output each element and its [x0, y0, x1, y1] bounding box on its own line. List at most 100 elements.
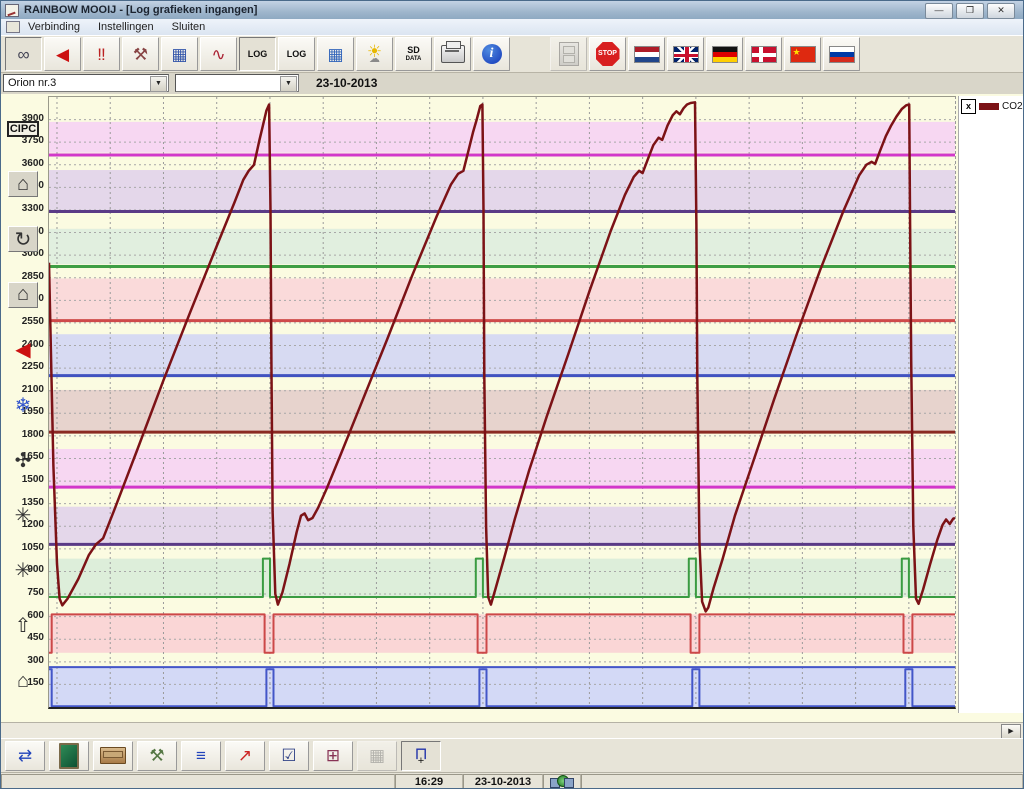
cipc-channel-label: CIPC [6, 121, 40, 137]
app-icon [5, 3, 19, 17]
connect-button[interactable]: ∞ [5, 37, 42, 71]
settings-tools-button[interactable]: ⚒ [137, 740, 177, 771]
threshold-band [49, 614, 955, 653]
window-title: RAINBOW MOOIJ - [Log grafieken ingangen] [24, 4, 258, 16]
trend-graph-icon: ↗ [237, 746, 253, 765]
step-plus-icon: ⊓ [414, 743, 428, 763]
maximize-button[interactable]: ❐ [956, 3, 984, 19]
weather-sun-cloud-icon: ☁ [369, 53, 380, 65]
y-tick-label: 900 [27, 564, 44, 576]
y-tick-label: 3000 [21, 248, 44, 260]
checklist-icon: ☑ [281, 746, 297, 765]
internal-fan-icon: ✳ [14, 504, 32, 527]
list-view-button[interactable]: ≡ [181, 740, 221, 771]
minimize-button[interactable]: — [925, 3, 953, 19]
secondary-select[interactable]: ▼ [175, 74, 299, 92]
stop-button[interactable]: STOP [589, 37, 626, 71]
multi-chart-icon: ⊞ [325, 746, 341, 765]
threshold-band [49, 448, 955, 487]
sd-data-button[interactable]: SD DATA [395, 37, 432, 71]
chevron-down-icon[interactable]: ▼ [150, 76, 167, 92]
graph-temps-button[interactable]: ∿ [200, 37, 237, 71]
status-time: 16:29 [395, 774, 463, 788]
transfer-button[interactable]: ⇄ [5, 740, 45, 771]
menu-item-instellingen[interactable]: Instellingen [98, 21, 154, 33]
flag-denmark-icon [750, 45, 777, 63]
step-signal-button[interactable]: ⊓ + [401, 740, 441, 771]
print-button[interactable] [434, 37, 471, 71]
menu-item-verbinding[interactable]: Verbinding [28, 21, 80, 33]
step-plus-icon: + [417, 754, 425, 767]
hatch-closed-icon: ⌂ [16, 669, 30, 692]
tools-icon: ⚒ [149, 746, 165, 765]
weather-button[interactable]: ☀ ☁ [356, 37, 393, 71]
trend-graph-button[interactable]: ↗ [225, 740, 265, 771]
bottom-toolbar: ⇄ ⚒ ≡ ↗ ☑ ⊞ ▦ ⊓ + [1, 738, 1023, 772]
language-cn-button[interactable]: ★ [784, 37, 821, 71]
y-tick-label: 3900 [21, 112, 44, 124]
unit-select[interactable]: Orion nr.3 ▼ [3, 74, 169, 92]
archive-box-button[interactable] [93, 740, 133, 771]
flag-russia-icon [828, 45, 855, 63]
graph-thermometer-icon: ∿ [211, 44, 226, 64]
unit-select-value: Orion nr.3 [8, 77, 57, 89]
y-tick-label: 2250 [21, 361, 44, 373]
calendar-temps-button[interactable]: ▦ [161, 37, 198, 71]
thermometer-panel-icon: ‼ [97, 44, 106, 64]
multi-chart-button[interactable]: ⊞ [313, 740, 353, 771]
threshold-band [49, 278, 955, 320]
language-dk-button[interactable] [745, 37, 782, 71]
y-tick-label: 600 [27, 609, 44, 621]
hatch-open-icon: ⇧ [14, 615, 32, 638]
y-tick-label: 2850 [21, 270, 44, 282]
scroll-right-button[interactable]: ▶ [1001, 724, 1021, 739]
grid-chart-button: ▦ [357, 740, 397, 771]
log-bars-icon: LOG [286, 48, 307, 59]
flag-netherlands-icon [633, 45, 660, 63]
chevron-down-icon[interactable]: ▼ [280, 76, 297, 92]
log-line-chart [49, 97, 955, 707]
threshold-band [49, 170, 955, 211]
house-hatch-icon: ⌂ [5, 281, 41, 308]
language-ru-button[interactable] [823, 37, 860, 71]
menu-window-icon [6, 21, 20, 33]
mixing-fan-icon: ✣ [14, 449, 32, 472]
language-en-button[interactable] [667, 37, 704, 71]
horizontal-scrollbar[interactable]: ▶ [1, 722, 1023, 739]
y-tick-label: 1950 [21, 406, 44, 418]
house-fan-icon: ⌂ [8, 171, 38, 198]
y-tick-label: 1350 [21, 496, 44, 508]
window-controls: — ❐ ✕ [925, 3, 1015, 19]
plot-area[interactable] [48, 96, 956, 709]
card-box-icon [100, 747, 126, 764]
planning-calendar-button[interactable]: ▦ [317, 37, 354, 71]
plug-connection-icon: ∞ [17, 44, 30, 64]
legend-panel: x CO2 [958, 96, 1023, 713]
calendar-thermometer-icon: ▦ [171, 44, 188, 64]
threshold-band [49, 228, 955, 265]
channel-select-button[interactable]: ☑ [269, 740, 309, 771]
menu-item-sluiten[interactable]: Sluiten [171, 21, 206, 33]
language-nl-button[interactable] [628, 37, 665, 71]
info-button[interactable]: i [473, 37, 510, 71]
legend-row: x CO2 [959, 96, 1023, 114]
y-tick-label: 750 [27, 587, 44, 599]
exit-button[interactable] [49, 740, 89, 771]
measuring-unit-button[interactable]: ‼ [83, 37, 120, 71]
calendar-clock-icon: ▦ [327, 44, 344, 64]
title-bar: RAINBOW MOOIJ - [Log grafieken ingangen]… [1, 1, 1023, 19]
close-button[interactable]: ✕ [987, 3, 1015, 19]
log-bars-button[interactable]: LOG [278, 37, 315, 71]
y-tick-label: 1500 [21, 474, 44, 486]
cabinet-icon [558, 42, 579, 66]
language-de-button[interactable] [706, 37, 743, 71]
flag-germany-icon [711, 45, 738, 63]
log-graph-button[interactable]: LOG [239, 37, 276, 71]
y-tick-label: 450 [27, 632, 44, 644]
y-tick-label: 1200 [21, 519, 44, 531]
sensor-tools-button[interactable]: ⚒ [122, 37, 159, 71]
y-tick-label: 3750 [21, 135, 44, 147]
alarm-horn-button[interactable]: ◀ [44, 37, 81, 71]
legend-close-button[interactable]: x [961, 99, 976, 114]
weather-sun-cloud-icon: ☀ [366, 42, 383, 61]
